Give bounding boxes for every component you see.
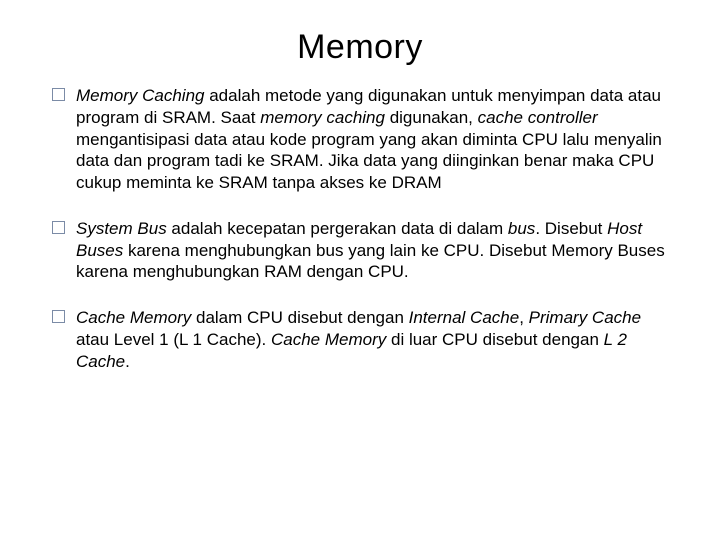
text-run-italic: Memory Caching [76, 86, 205, 105]
text-run: atau Level 1 (L 1 Cache). [76, 330, 271, 349]
bullet-list: Memory Caching adalah metode yang diguna… [48, 85, 672, 372]
text-run-italic: Cache Memory [76, 308, 191, 327]
bullet-item: Cache Memory dalam CPU disebut dengan In… [48, 307, 672, 372]
text-run-italic: memory caching [260, 108, 385, 127]
text-run: digunakan, [385, 108, 478, 127]
slide-title: Memory [48, 28, 672, 67]
text-run-italic: System Bus [76, 219, 167, 238]
text-run: dalam CPU disebut dengan [191, 308, 408, 327]
text-run-italic: Cache Memory [271, 330, 391, 349]
text-run: . [125, 352, 130, 371]
bullet-item: Memory Caching adalah metode yang diguna… [48, 85, 672, 194]
bullet-item: System Bus adalah kecepatan pergerakan d… [48, 218, 672, 283]
text-run: adalah kecepatan pergerakan data di dala… [167, 219, 508, 238]
text-run: karena menghubungkan bus yang lain ke CP… [76, 241, 665, 282]
text-run-italic: Internal Cache [409, 308, 520, 327]
bullet-text: Memory Caching adalah metode yang diguna… [76, 86, 662, 192]
text-run: mengantisipasi data atau kode program ya… [76, 130, 662, 193]
text-run: di luar CPU disebut dengan [391, 330, 604, 349]
bullet-box-icon [52, 88, 65, 101]
text-run-italic: Primary Cache [529, 308, 641, 327]
bullet-box-icon [52, 310, 65, 323]
bullet-text: Cache Memory dalam CPU disebut dengan In… [76, 308, 641, 371]
text-run: , [519, 308, 528, 327]
text-run-italic: cache controller [478, 108, 598, 127]
text-run-italic: bus [508, 219, 535, 238]
bullet-box-icon [52, 221, 65, 234]
text-run: . Disebut [535, 219, 607, 238]
bullet-text: System Bus adalah kecepatan pergerakan d… [76, 219, 665, 282]
slide: Memory Memory Caching adalah metode yang… [0, 0, 720, 540]
